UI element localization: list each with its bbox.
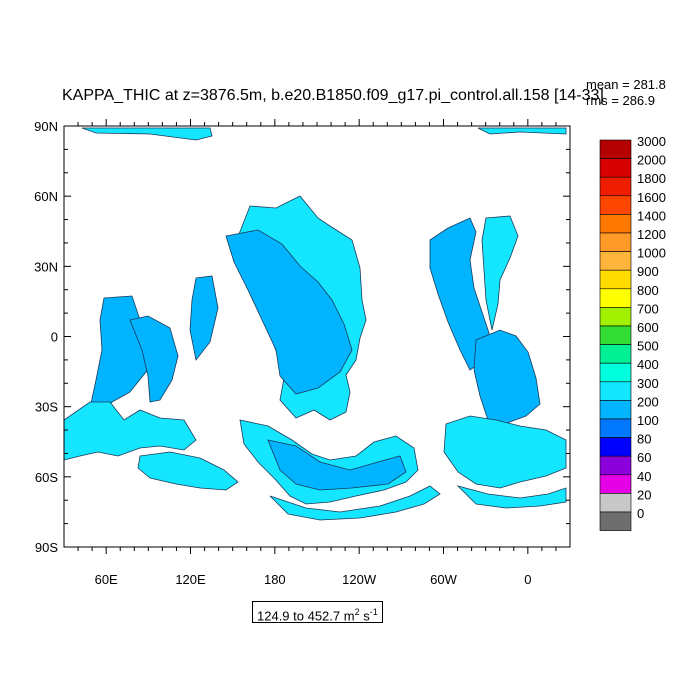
- colorbar-swatch: [599, 288, 632, 308]
- colorbar-swatch: [599, 400, 632, 420]
- southern-ocean-west: [64, 401, 197, 461]
- colorbar-label: 1200: [637, 227, 666, 242]
- colorbar-label: 300: [637, 376, 659, 391]
- y-axis-ticks: 90N 60N 30N 0 30S 60S 90S: [34, 119, 570, 555]
- colorbar-label: 40: [637, 469, 651, 484]
- south-pacific-core: [267, 439, 407, 491]
- colorbar-label: 1000: [637, 246, 666, 261]
- value-range-label: 124.9 to 452.7 m2 s-1: [252, 601, 383, 623]
- colorbar-label: 2000: [637, 153, 666, 168]
- colorbar-swatch: [599, 437, 632, 457]
- range-unit: s: [359, 608, 370, 624]
- field-regions: [64, 127, 567, 521]
- x-tick-label: 0: [524, 572, 531, 587]
- colorbar-label: 100: [637, 413, 659, 428]
- colorbar-label: 1600: [637, 190, 666, 205]
- colorbar-label: 1800: [637, 171, 666, 186]
- colorbar-swatch: [599, 511, 632, 531]
- x-axis-ticks: 60E 120E 180 120W 60W 0: [77, 119, 557, 587]
- arctic-strip-west: [81, 127, 213, 141]
- colorbar-swatch: [599, 158, 632, 178]
- mean-label: mean = 281.8: [586, 77, 666, 92]
- colorbar-swatch: [599, 232, 632, 252]
- colorbar-swatch: [599, 381, 632, 401]
- south-atlantic-region: [473, 329, 541, 425]
- x-tick-label: 120W: [342, 572, 377, 587]
- colorbar-swatch: [599, 418, 632, 438]
- colorbar-label: 80: [637, 432, 651, 447]
- colorbar-label: 20: [637, 487, 651, 502]
- colorbar: 3000200018001600140012001000900800700600…: [599, 134, 666, 531]
- colorbar-label: 900: [637, 264, 659, 279]
- x-tick-label: 60E: [95, 572, 118, 587]
- y-tick-label: 90S: [35, 540, 58, 555]
- colorbar-swatch: [599, 176, 632, 197]
- colorbar-label: 700: [637, 301, 659, 316]
- colorbar-swatch: [599, 455, 632, 476]
- atlantic-western-margin: [481, 215, 519, 331]
- colorbar-label: 400: [637, 357, 659, 372]
- x-tick-label: 180: [264, 572, 286, 587]
- southern-ocean-band-south: [269, 485, 441, 521]
- colorbar-swatch: [599, 362, 632, 383]
- y-tick-label: 90N: [34, 119, 58, 134]
- indian-ocean-east: [129, 315, 179, 403]
- y-tick-label: 60S: [35, 470, 58, 485]
- colorbar-label: 1400: [637, 208, 666, 223]
- colorbar-swatch: [599, 251, 632, 271]
- range-sup-2: -1: [369, 607, 378, 617]
- colorbar-label: 0: [637, 506, 644, 521]
- colorbar-swatch: [599, 325, 632, 345]
- rms-label: rms = 286.9: [586, 93, 656, 108]
- colorbar-swatch: [599, 214, 632, 234]
- y-tick-label: 30S: [35, 400, 58, 415]
- southern-ocean-east-band: [456, 485, 567, 509]
- colorbar-swatch: [599, 493, 632, 513]
- colorbar-label: 200: [637, 394, 659, 409]
- y-tick-label: 30N: [34, 259, 58, 274]
- y-tick-label: 60N: [34, 189, 58, 204]
- colorbar-label: 3000: [637, 134, 666, 149]
- x-tick-label: 120E: [175, 572, 206, 587]
- pacific-core: [225, 229, 353, 395]
- west-pacific-region: [189, 275, 219, 361]
- colorbar-label: 500: [637, 339, 659, 354]
- range-sup-1: 2: [354, 607, 360, 617]
- plot-title: KAPPA_THIC at z=3876.5m, b.e20.B1850.f09…: [62, 87, 604, 104]
- colorbar-swatch: [599, 269, 632, 290]
- plot-area: 90N 60N 30N 0 30S 60S 90S 60E 120E 180 120W 60W 0: [34, 119, 571, 587]
- colorbar-label: 60: [637, 450, 651, 465]
- x-tick-label: 60W: [430, 572, 457, 587]
- colorbar-swatch: [599, 307, 632, 327]
- southern-ocean-mid: [137, 451, 239, 491]
- colorbar-swatch: [599, 195, 632, 215]
- colorbar-swatch: [599, 139, 632, 159]
- southern-ocean-atlantic: [443, 415, 567, 489]
- range-text: 124.9 to 452.7 m: [257, 608, 355, 624]
- colorbar-label: 800: [637, 283, 659, 298]
- colorbar-swatch: [599, 344, 632, 364]
- colorbar-swatch: [599, 474, 632, 494]
- y-tick-label: 0: [51, 330, 58, 345]
- arctic-strip-east: [477, 127, 567, 135]
- colorbar-label: 600: [637, 320, 659, 335]
